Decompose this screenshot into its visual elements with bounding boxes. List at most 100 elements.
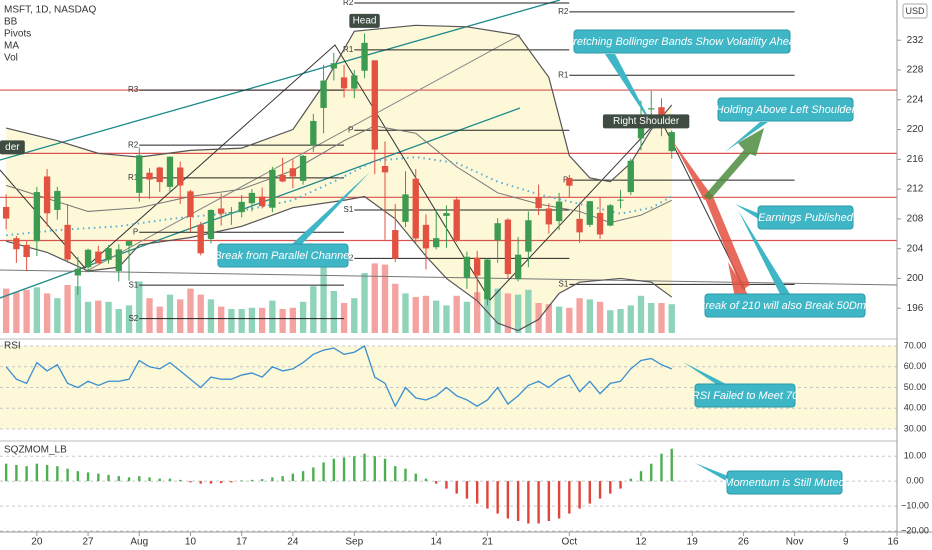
candle-body <box>586 201 593 225</box>
x-tick-label: Oct <box>562 537 578 548</box>
x-tick-label: 20 <box>31 537 43 548</box>
volume-bar <box>228 309 235 333</box>
indicator-legend: BB <box>4 17 18 28</box>
pivot-label: S1 <box>343 205 353 214</box>
y-tick-label: 232 <box>907 35 924 46</box>
momentum-bar <box>158 478 161 482</box>
volume-bar <box>54 298 61 333</box>
candle-body <box>23 244 30 257</box>
momentum-bar <box>230 481 233 483</box>
y-tick-label: 220 <box>907 124 924 135</box>
momentum-bar <box>588 481 592 504</box>
volume-bar <box>607 310 614 333</box>
volume-bar <box>248 307 256 333</box>
volume-bar <box>535 303 542 333</box>
volume-bar <box>166 294 174 333</box>
volume-bar <box>279 309 286 333</box>
momentum-bar <box>301 471 305 482</box>
candle-body <box>177 167 184 186</box>
momentum-bar <box>240 480 243 482</box>
momentum-bar <box>189 481 192 483</box>
candle-body <box>637 119 645 139</box>
momentum-bar <box>168 478 172 482</box>
x-tick-label: Nov <box>786 537 804 548</box>
momentum-bar <box>260 479 264 482</box>
candle-body <box>422 224 430 249</box>
candle-body <box>596 212 604 235</box>
momentum-bar <box>609 481 612 494</box>
annotation-text: Momentum is Still Muted <box>724 477 845 489</box>
y-tick-label: 200 <box>907 273 924 284</box>
candle-body <box>238 201 245 213</box>
y-tick-label: −10.00 <box>901 500 929 510</box>
momentum-bar <box>506 481 510 519</box>
candle-body <box>95 251 102 264</box>
x-tick-label: Sep <box>345 537 363 548</box>
currency-badge[interactable] <box>902 3 928 19</box>
volume-bar <box>443 305 450 333</box>
volume-bar <box>105 301 112 333</box>
candle-body <box>463 256 471 278</box>
pivot-label: R2 <box>558 7 569 16</box>
momentum-bar <box>322 462 325 482</box>
candle-body <box>258 196 266 207</box>
pointer <box>725 122 768 152</box>
volume-bar <box>289 307 297 333</box>
y-tick-label: 196 <box>907 303 924 314</box>
candle-body <box>412 178 419 239</box>
y-tick-label: 40.00 <box>904 403 927 413</box>
candle-body <box>64 224 71 260</box>
candle-body <box>187 191 194 218</box>
momentum-bar <box>291 473 295 482</box>
x-tick-label: 27 <box>82 537 94 548</box>
volume-bar <box>494 288 501 333</box>
x-tick-label: 16 <box>887 537 899 548</box>
volume-bar <box>637 295 645 333</box>
momentum-bar <box>527 481 530 524</box>
pattern-label: Right Shoulder <box>613 116 680 127</box>
volume-bar <box>310 286 317 333</box>
pane-title: RSI <box>4 341 21 352</box>
x-tick-label: 19 <box>687 537 699 548</box>
volume-bar <box>351 298 358 333</box>
volume-bar <box>218 306 225 333</box>
volume-bar <box>668 304 675 333</box>
volume-bar <box>586 299 593 333</box>
volume-bar <box>617 309 624 333</box>
momentum-bar <box>117 476 120 482</box>
volume-bar <box>576 298 583 333</box>
annotation-text: Break of 210 will also Break 50Dma <box>698 300 872 312</box>
candle-body <box>433 238 440 248</box>
pattern-box <box>0 140 25 155</box>
currency-label[interactable]: USD <box>905 6 925 16</box>
momentum-bar <box>97 473 100 482</box>
y-tick-label: 204 <box>907 243 924 254</box>
x-tick-label: 17 <box>236 537 248 548</box>
y-tick-label: 10.00 <box>904 451 927 461</box>
volume-bar <box>555 306 563 333</box>
y-tick-label: 60.00 <box>904 361 927 371</box>
pivot-label: R1 <box>128 173 139 182</box>
candle-body <box>340 77 348 89</box>
momentum-bar <box>455 481 458 494</box>
momentum-bar <box>568 481 571 514</box>
momentum-bar <box>516 481 520 522</box>
momentum-bar <box>250 479 254 482</box>
y-tick-label: −20.00 <box>901 525 929 535</box>
annotation-box <box>694 383 796 408</box>
symbol-title: MSFT, 1D, NASDAQ <box>4 5 96 16</box>
candle-body <box>156 167 163 183</box>
volume-bar <box>23 289 30 333</box>
annotation-text: Earnings Published <box>758 212 854 224</box>
volume-bar <box>2 288 10 333</box>
annotation-box <box>726 470 843 495</box>
volume-bar <box>258 307 266 333</box>
momentum-bar <box>650 463 653 482</box>
y-tick-label: 228 <box>907 65 924 76</box>
candle-body <box>627 160 634 193</box>
candle-body <box>648 108 655 110</box>
candle-body <box>668 132 675 152</box>
momentum-bar <box>45 464 49 482</box>
volume-bar <box>156 306 163 333</box>
